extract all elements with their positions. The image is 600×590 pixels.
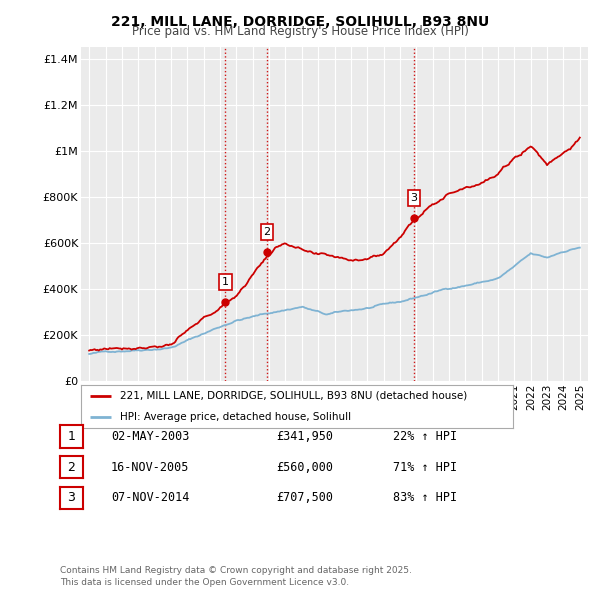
Text: 2: 2 (67, 461, 76, 474)
Text: £707,500: £707,500 (276, 491, 333, 504)
Text: 16-NOV-2005: 16-NOV-2005 (111, 461, 190, 474)
Text: Price paid vs. HM Land Registry's House Price Index (HPI): Price paid vs. HM Land Registry's House … (131, 25, 469, 38)
Text: 1: 1 (222, 277, 229, 287)
Text: 2: 2 (263, 227, 271, 237)
Text: 221, MILL LANE, DORRIDGE, SOLIHULL, B93 8NU (detached house): 221, MILL LANE, DORRIDGE, SOLIHULL, B93 … (120, 391, 467, 401)
Text: £560,000: £560,000 (276, 461, 333, 474)
Text: 221, MILL LANE, DORRIDGE, SOLIHULL, B93 8NU: 221, MILL LANE, DORRIDGE, SOLIHULL, B93 … (111, 15, 489, 29)
Text: 71% ↑ HPI: 71% ↑ HPI (393, 461, 457, 474)
Text: 02-MAY-2003: 02-MAY-2003 (111, 430, 190, 443)
Text: 22% ↑ HPI: 22% ↑ HPI (393, 430, 457, 443)
Text: 1: 1 (67, 430, 76, 443)
Text: 83% ↑ HPI: 83% ↑ HPI (393, 491, 457, 504)
Text: 3: 3 (410, 193, 418, 203)
Text: 3: 3 (67, 491, 76, 504)
Text: HPI: Average price, detached house, Solihull: HPI: Average price, detached house, Soli… (120, 412, 351, 422)
Text: £341,950: £341,950 (276, 430, 333, 443)
Text: Contains HM Land Registry data © Crown copyright and database right 2025.
This d: Contains HM Land Registry data © Crown c… (60, 566, 412, 587)
Text: 07-NOV-2014: 07-NOV-2014 (111, 491, 190, 504)
